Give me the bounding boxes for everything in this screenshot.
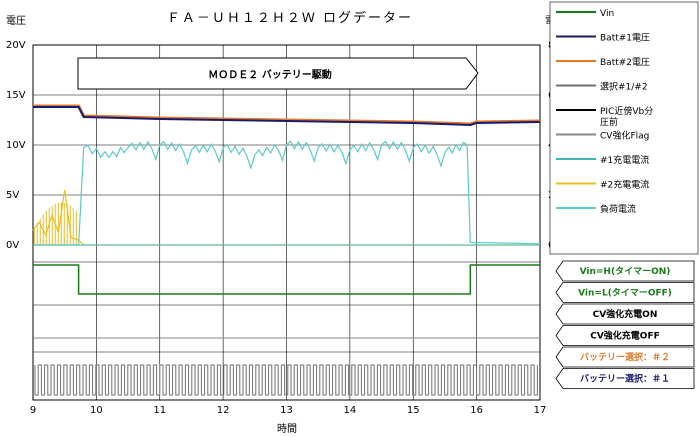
x-tick-label: 10 (90, 405, 103, 416)
legend-label: CV強化Flag (600, 130, 649, 142)
status-label-text: バッテリー選択：＃１ (580, 373, 670, 385)
legend-label: Batt#1電圧 (600, 33, 650, 44)
legend-label: #1充電電流 (600, 154, 649, 166)
mode-banner (77, 57, 479, 90)
x-tick-label: 13 (280, 405, 293, 416)
mode-banner-text: ＭＯＤＥ２ バッテリー駆動 (208, 68, 331, 81)
status-label-text: CV強化充電ON (593, 308, 658, 320)
series-line-battery-select (34, 364, 538, 396)
y-left-tick-label: 20V (6, 40, 26, 51)
status-label-box (555, 368, 695, 389)
x-tick-label: 14 (344, 405, 357, 416)
status-label-text: バッテリー選択：＃２ (580, 351, 670, 363)
status-label-text: Vin=L(タイマーOFF) (578, 287, 672, 299)
x-tick-label: 15 (407, 405, 420, 416)
status-label-box (555, 346, 695, 368)
x-axis-label: 時間 (277, 423, 297, 435)
legend-label: PIC近傍Vb分 (600, 105, 653, 117)
series-line-batt1-voltage (33, 106, 541, 127)
y-left-label: 電圧 (6, 15, 26, 27)
status-label-text: Vin=H(タイマーON) (580, 265, 671, 277)
legend-box (549, 1, 699, 255)
x-tick-label: 17 (534, 405, 547, 416)
x-tick-label: 16 (470, 405, 483, 416)
y-left-tick-label: 0V (6, 240, 19, 251)
y-left-tick-label: 10V (6, 140, 26, 151)
legend-label: Batt#2電圧 (600, 57, 650, 68)
series-line-vin (33, 264, 540, 295)
chart-title: ＦＡ－ＵＨ１２Ｈ２Ｗ ログデーター (167, 10, 413, 26)
y-left-tick-label: 15V (6, 90, 26, 101)
x-tick-label: 12 (217, 405, 230, 416)
status-label-box (555, 325, 695, 346)
x-tick-label: 9 (30, 405, 36, 416)
legend-label: Vin (600, 9, 614, 19)
legend-label: 圧前 (600, 116, 618, 128)
x-tick-label: 11 (153, 405, 166, 416)
legend-label: #2充電電流 (600, 179, 649, 191)
status-label-text: CV強化充電OFF (590, 330, 660, 342)
status-label-box (555, 260, 695, 282)
series-line-load-current (33, 140, 541, 246)
legend-label: 負荷電流 (600, 203, 636, 215)
status-label-box (555, 303, 695, 325)
status-label-box (555, 282, 695, 303)
y-left-tick-label: 5V (6, 190, 19, 201)
legend-label: 選択#1/#2 (600, 81, 648, 93)
